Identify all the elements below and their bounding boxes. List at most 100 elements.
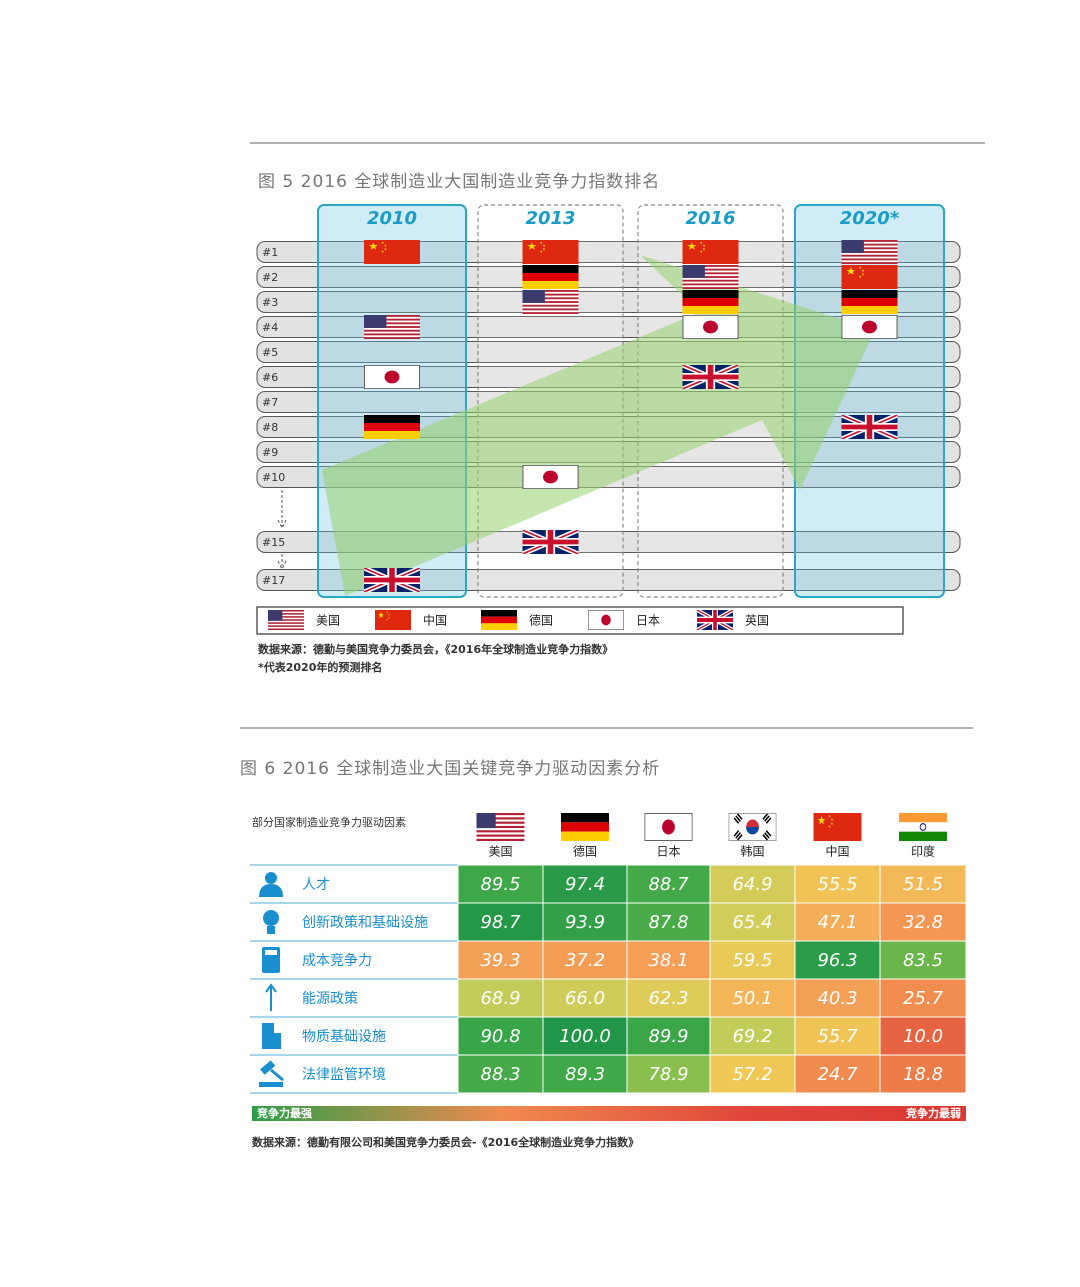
flag-star [381, 241, 385, 244]
flag [522, 465, 579, 489]
score-value: 97.4 [565, 874, 605, 895]
flag-star [542, 247, 546, 251]
flag-stripe [268, 616, 304, 618]
country-label: 中国 [825, 844, 849, 859]
flag-band [899, 831, 947, 841]
score-cell [457, 1016, 544, 1056]
scale-bar [252, 1106, 966, 1121]
flag-chakra [919, 823, 927, 831]
flag-field [522, 240, 579, 264]
score-value: 98.7 [480, 912, 521, 933]
flag [375, 610, 411, 630]
flag-star [527, 242, 537, 250]
legend-box [256, 606, 904, 635]
rank-label: #9 [262, 446, 278, 459]
flag-star [830, 822, 834, 825]
icon [267, 926, 275, 934]
score-cell [879, 864, 967, 904]
flag-field [841, 265, 898, 289]
score-value: 50.1 [732, 988, 772, 1009]
flag [522, 290, 579, 314]
row-label: 创新政策和基础设施 [302, 914, 428, 931]
flag-band [682, 306, 739, 314]
flag-stripe [522, 304, 579, 307]
score-cell [794, 940, 881, 980]
flag-star [817, 815, 826, 825]
flag-trigram [733, 830, 743, 841]
row-label: 物质基础设施 [302, 1028, 386, 1045]
score-value: 55.5 [817, 874, 857, 895]
flag-band [682, 298, 739, 306]
score-cell [542, 1054, 628, 1094]
score-cell [879, 902, 967, 942]
table-header: 部分国家制造业竞争力驱动因素 [252, 815, 406, 829]
year-label: 2010 [367, 208, 417, 229]
flag [841, 265, 898, 289]
flag-stripe [476, 834, 525, 837]
flag-stripe [476, 830, 525, 833]
rank-label: #15 [262, 536, 285, 549]
score-cell [457, 902, 544, 942]
icon [265, 983, 277, 1011]
rank-label: #10 [262, 471, 285, 484]
flag-star [846, 267, 856, 275]
flag-stripe [682, 287, 739, 289]
flag [813, 813, 862, 841]
flag-stripe [476, 838, 525, 841]
score-value: 66.0 [565, 988, 605, 1009]
flag-trigram [733, 813, 743, 824]
flag [364, 240, 420, 264]
flag-star [858, 266, 862, 269]
score-value: 65.4 [732, 912, 772, 933]
score-value: 24.7 [817, 1064, 858, 1085]
flag [682, 365, 739, 389]
score-value: 78.9 [648, 1064, 688, 1085]
flag [697, 610, 733, 630]
score-value: 89.5 [480, 874, 520, 895]
flag-star [384, 247, 387, 251]
icon [274, 1033, 281, 1049]
flag-canton [682, 265, 705, 278]
flag-cross [841, 415, 898, 439]
flag-stripe [364, 326, 420, 328]
flag-stripe [522, 297, 579, 300]
flag-stripe [841, 258, 898, 261]
flag-stripe [841, 240, 898, 242]
flag-star [687, 242, 697, 250]
score-value: 47.1 [817, 912, 857, 933]
rank-label: #1 [262, 246, 278, 259]
score-cell [879, 1016, 967, 1056]
flag-star [828, 825, 831, 828]
flag-band [682, 290, 739, 298]
flag [522, 240, 579, 264]
flag-band [899, 822, 947, 832]
flag-field [364, 240, 420, 264]
flag-band [522, 273, 579, 281]
rank-row [256, 266, 961, 288]
flag-disc [384, 370, 400, 384]
flag-star [387, 616, 390, 619]
flag-stripe [682, 272, 739, 275]
rank-label: #5 [262, 346, 278, 359]
flag-band [561, 831, 609, 841]
flag-canton [841, 240, 864, 253]
flag-stripe [364, 315, 420, 317]
flag-star [378, 612, 384, 619]
flag-star [861, 272, 865, 276]
score-value: 83.5 [903, 950, 943, 971]
legend-label: 英国 [745, 614, 769, 628]
score-value: 38.1 [648, 950, 688, 971]
flag-band [364, 415, 420, 423]
flag-stripe [522, 301, 579, 303]
score-value: 55.7 [817, 1026, 858, 1047]
score-cell [542, 1016, 628, 1056]
flag-stripe [522, 312, 579, 314]
flag [841, 415, 898, 439]
flag [841, 315, 898, 339]
flag-stripe [841, 247, 898, 250]
score-cell [794, 978, 881, 1018]
flag-stripe [268, 613, 304, 615]
flag [841, 240, 898, 264]
icon [260, 1060, 276, 1075]
